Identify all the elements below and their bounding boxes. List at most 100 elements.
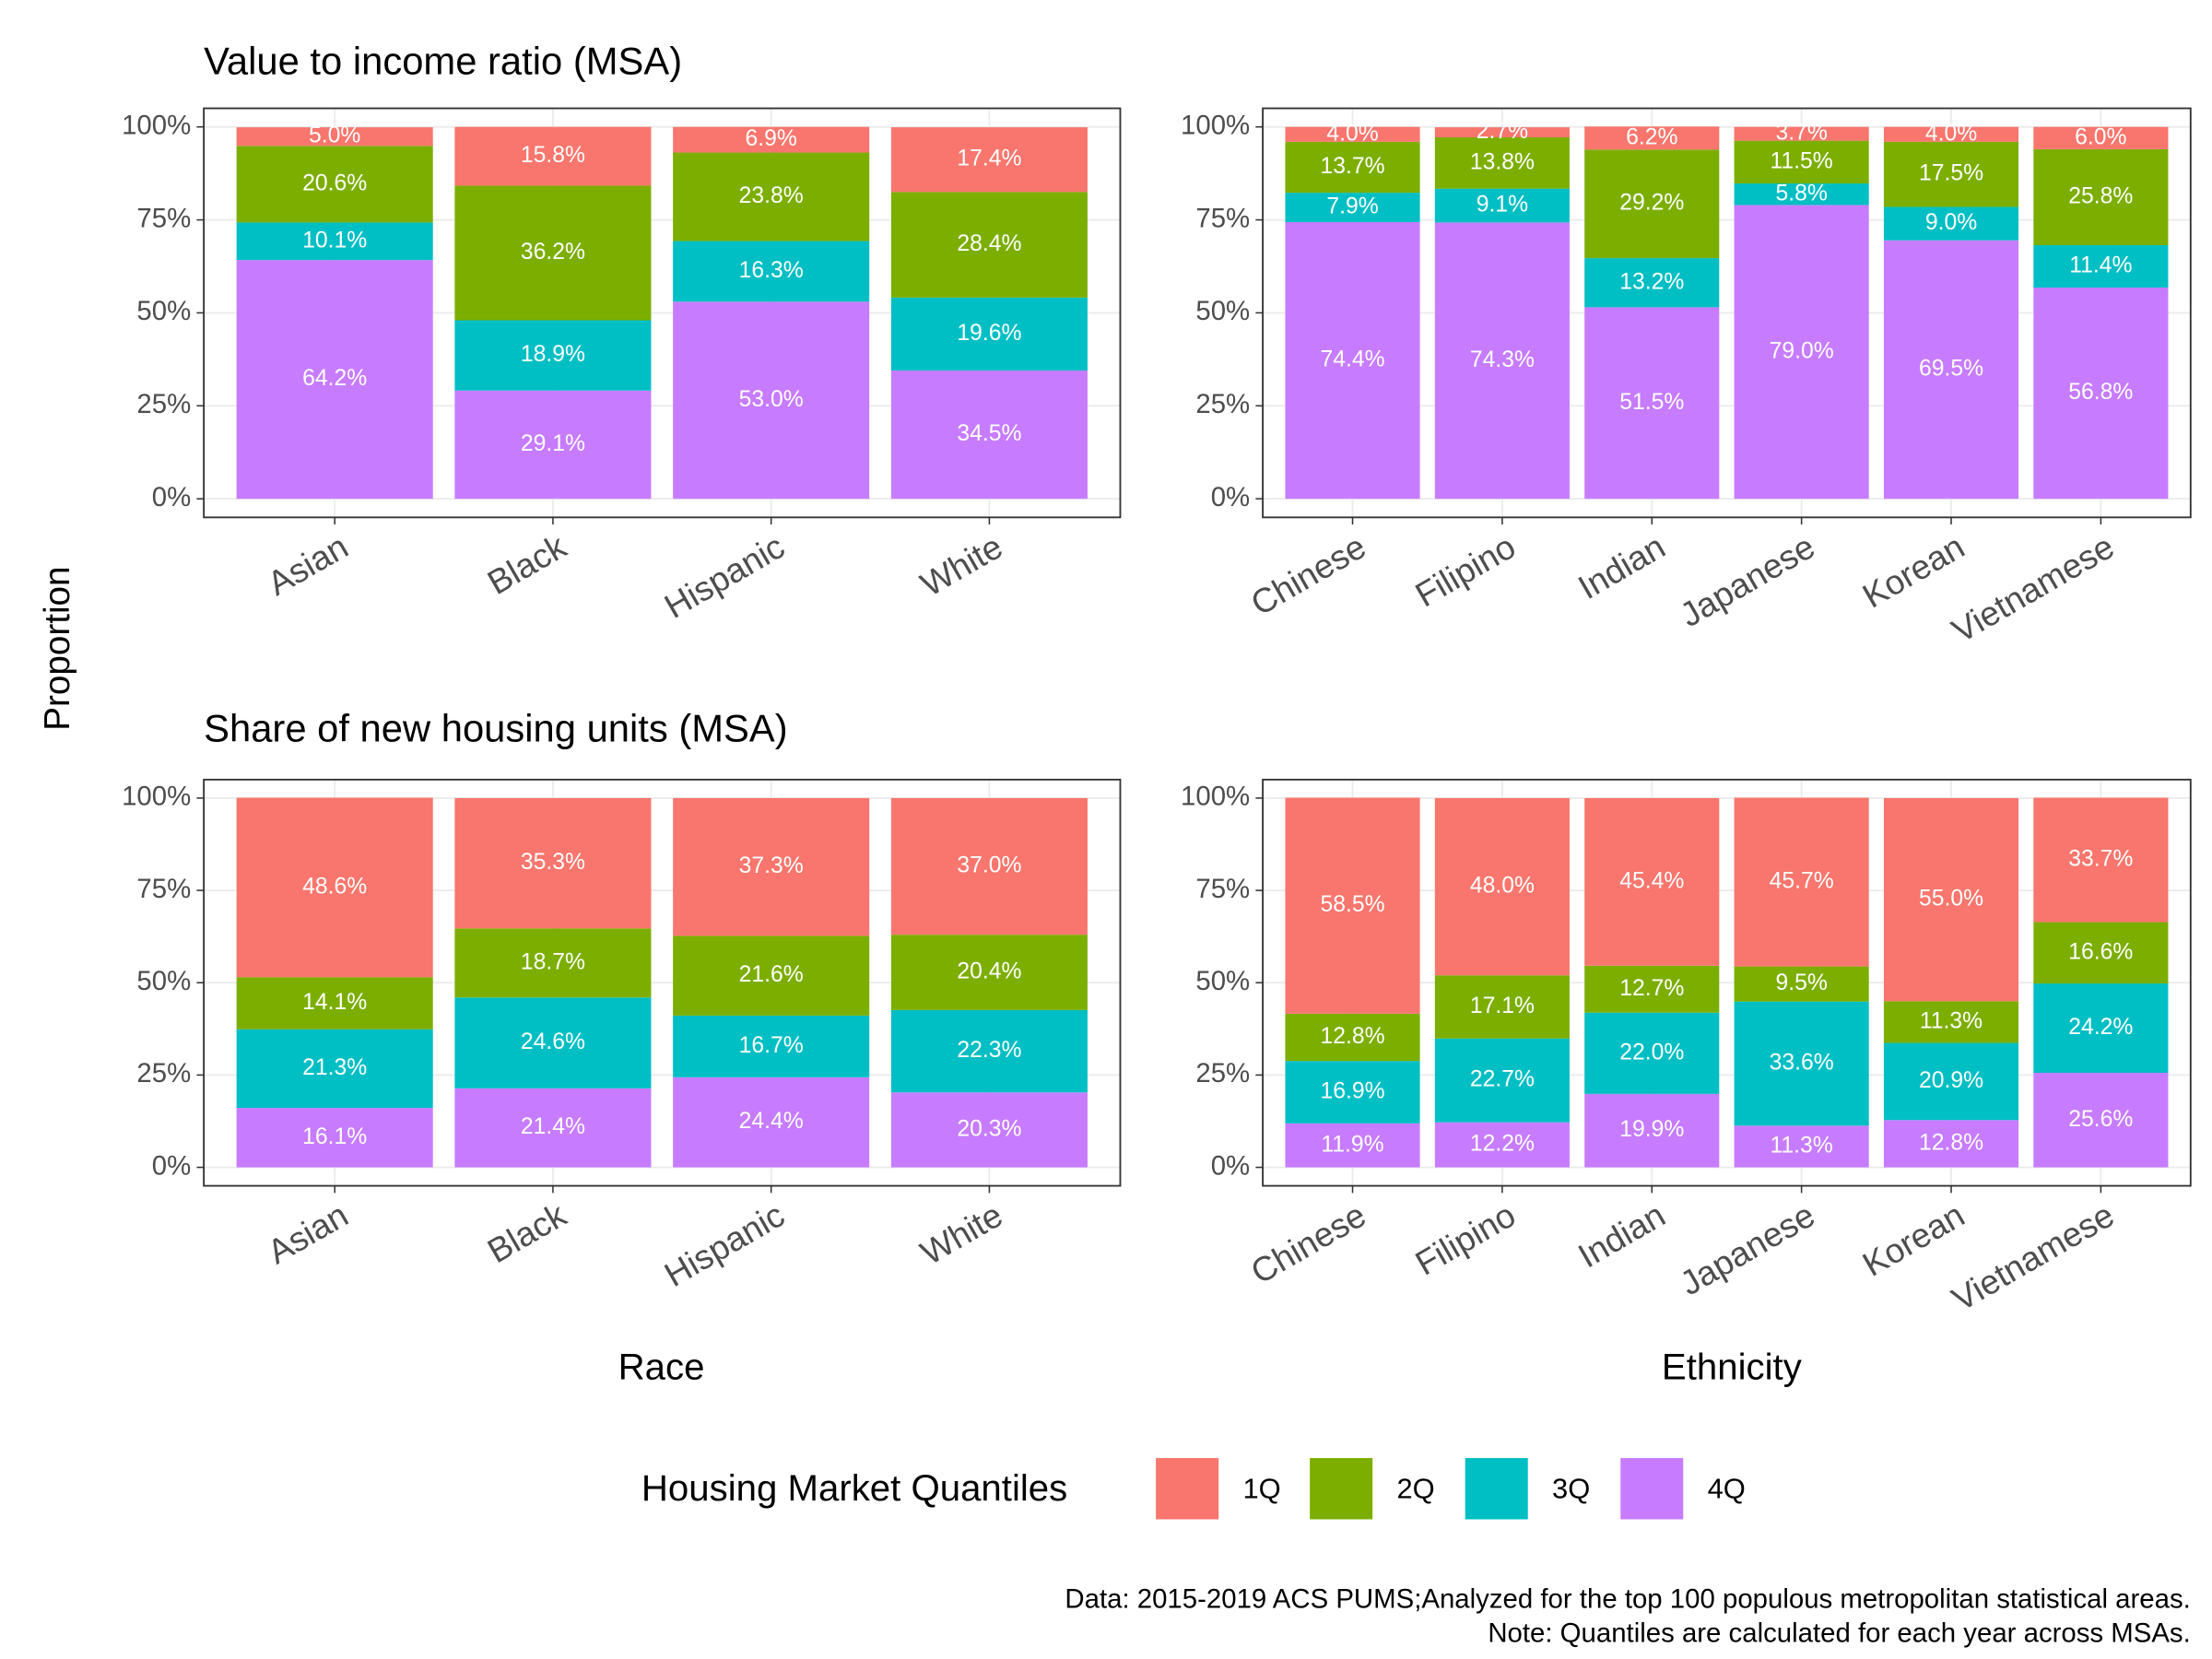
data-label: 15.8%	[521, 143, 585, 168]
y-tick-label: 0%	[152, 1150, 191, 1181]
data-label: 79.0%	[1770, 338, 1834, 363]
data-label: 51.5%	[1619, 390, 1684, 415]
bar-segment	[454, 320, 652, 391]
panel-title: Share of new housing units (MSA)	[204, 706, 788, 749]
bar-segment	[2033, 126, 2169, 149]
x-tick-label: Asian	[261, 1195, 354, 1272]
data-label: 34.5%	[957, 421, 1021, 446]
bar-segment	[890, 192, 1088, 298]
data-label: 37.3%	[739, 853, 804, 878]
data-label: 13.2%	[1619, 269, 1684, 294]
data-label: 18.7%	[521, 949, 585, 974]
data-label: 7.9%	[1326, 194, 1378, 219]
bar-segment	[236, 222, 433, 261]
data-label: 6.9%	[745, 126, 796, 151]
x-tick-label: Vietnamese	[1946, 1195, 2121, 1319]
bar-segment	[1434, 1038, 1570, 1123]
y-tick-label: 0%	[152, 482, 191, 512]
data-label: 74.3%	[1470, 347, 1535, 372]
data-label: 35.3%	[521, 850, 585, 875]
bar-segment	[1584, 965, 1720, 1013]
y-tick-label: 50%	[1195, 296, 1250, 326]
data-label: 5.0%	[309, 124, 360, 148]
bar-segment	[1883, 1042, 2019, 1121]
bar-segment	[1883, 1120, 2019, 1168]
bar-segment	[236, 977, 433, 1030]
bar-segment	[2033, 245, 2169, 288]
x-tick-label: Japanese	[1674, 1195, 1821, 1303]
data-label: 11.3%	[1770, 1133, 1832, 1158]
bar-segment	[673, 301, 870, 500]
bar-segment	[1584, 307, 1720, 500]
data-label: 22.3%	[957, 1038, 1021, 1063]
x-tick-label: Hispanic	[658, 526, 791, 626]
bar-segment	[236, 1108, 433, 1168]
bar-segment	[236, 797, 433, 978]
data-label: 16.9%	[1320, 1079, 1384, 1104]
caption: Data: 2015-2019 ACS PUMS;Analyzed for th…	[1065, 1583, 2190, 1614]
data-label: 21.6%	[739, 962, 804, 987]
data-label: 21.3%	[302, 1055, 367, 1080]
data-label: 20.3%	[957, 1116, 1021, 1141]
x-tick-label: Filipino	[1408, 526, 1522, 614]
legend-key	[1310, 1457, 1373, 1520]
x-axis-title: Race	[618, 1347, 705, 1388]
bar-segment	[1285, 797, 1420, 1014]
bar-segment	[1434, 797, 1570, 976]
data-label: 48.0%	[1470, 874, 1535, 899]
bar-segment	[673, 1015, 870, 1077]
panel-border	[203, 107, 1122, 519]
bar-segment	[1734, 183, 1869, 206]
x-tick-label: Black	[481, 526, 573, 602]
data-label: 12.8%	[1919, 1130, 1983, 1155]
data-label: 3.7%	[1775, 121, 1827, 146]
bar-segment	[236, 260, 433, 500]
caption: Note: Quantiles are calculated for each …	[1488, 1618, 2190, 1648]
bar-segment	[1584, 258, 1720, 308]
bar-segment	[890, 127, 1088, 193]
data-label: 24.4%	[739, 1109, 804, 1134]
bar-segment	[454, 997, 652, 1088]
bar-segment	[673, 241, 870, 302]
bar-segment	[236, 1029, 433, 1109]
bar-segment	[1734, 140, 1869, 184]
data-label: 10.1%	[302, 228, 367, 253]
bar-segment	[2033, 797, 2169, 923]
y-tick-label: 100%	[1181, 110, 1250, 140]
data-label: 45.4%	[1619, 868, 1684, 893]
data-label: 22.7%	[1470, 1067, 1535, 1092]
legend-label: 1Q	[1242, 1473, 1280, 1505]
bar-segment	[890, 935, 1088, 1010]
bar-segment	[1285, 126, 1420, 142]
data-label: 37.0%	[957, 853, 1021, 878]
bar-segment	[1285, 1061, 1420, 1124]
x-tick-label: Asian	[261, 526, 354, 603]
x-tick-label: Korean	[1856, 1195, 1971, 1284]
data-label: 4.0%	[1925, 121, 1977, 146]
bar-segment	[454, 390, 652, 500]
x-tick-label: Chinese	[1244, 526, 1372, 622]
bar-segment	[1883, 206, 2019, 241]
x-tick-label: Indian	[1571, 1195, 1672, 1276]
bar-segment	[1883, 141, 2019, 207]
data-label: 13.7%	[1320, 154, 1384, 179]
y-axis-title: Proportion	[38, 566, 77, 730]
bar-segment	[1883, 240, 2019, 500]
data-label: 29.2%	[1619, 191, 1684, 216]
bar-segment	[1734, 205, 1869, 500]
data-label: 23.8%	[739, 183, 804, 208]
bar-segment	[673, 152, 870, 241]
data-label: 58.5%	[1320, 892, 1384, 917]
y-tick-label: 50%	[1195, 966, 1250, 996]
panel-border	[203, 778, 1122, 1187]
data-label: 24.6%	[521, 1030, 585, 1054]
x-tick-label: Hispanic	[658, 1195, 791, 1295]
x-tick-label: White	[914, 526, 1009, 604]
x-tick-label: Indian	[1571, 526, 1672, 606]
data-label: 5.8%	[1775, 181, 1827, 206]
data-label: 69.5%	[1919, 356, 1983, 381]
bar-segment	[890, 1009, 1088, 1093]
bar-segment	[1434, 136, 1570, 189]
data-label: 11.3%	[1920, 1008, 1983, 1033]
